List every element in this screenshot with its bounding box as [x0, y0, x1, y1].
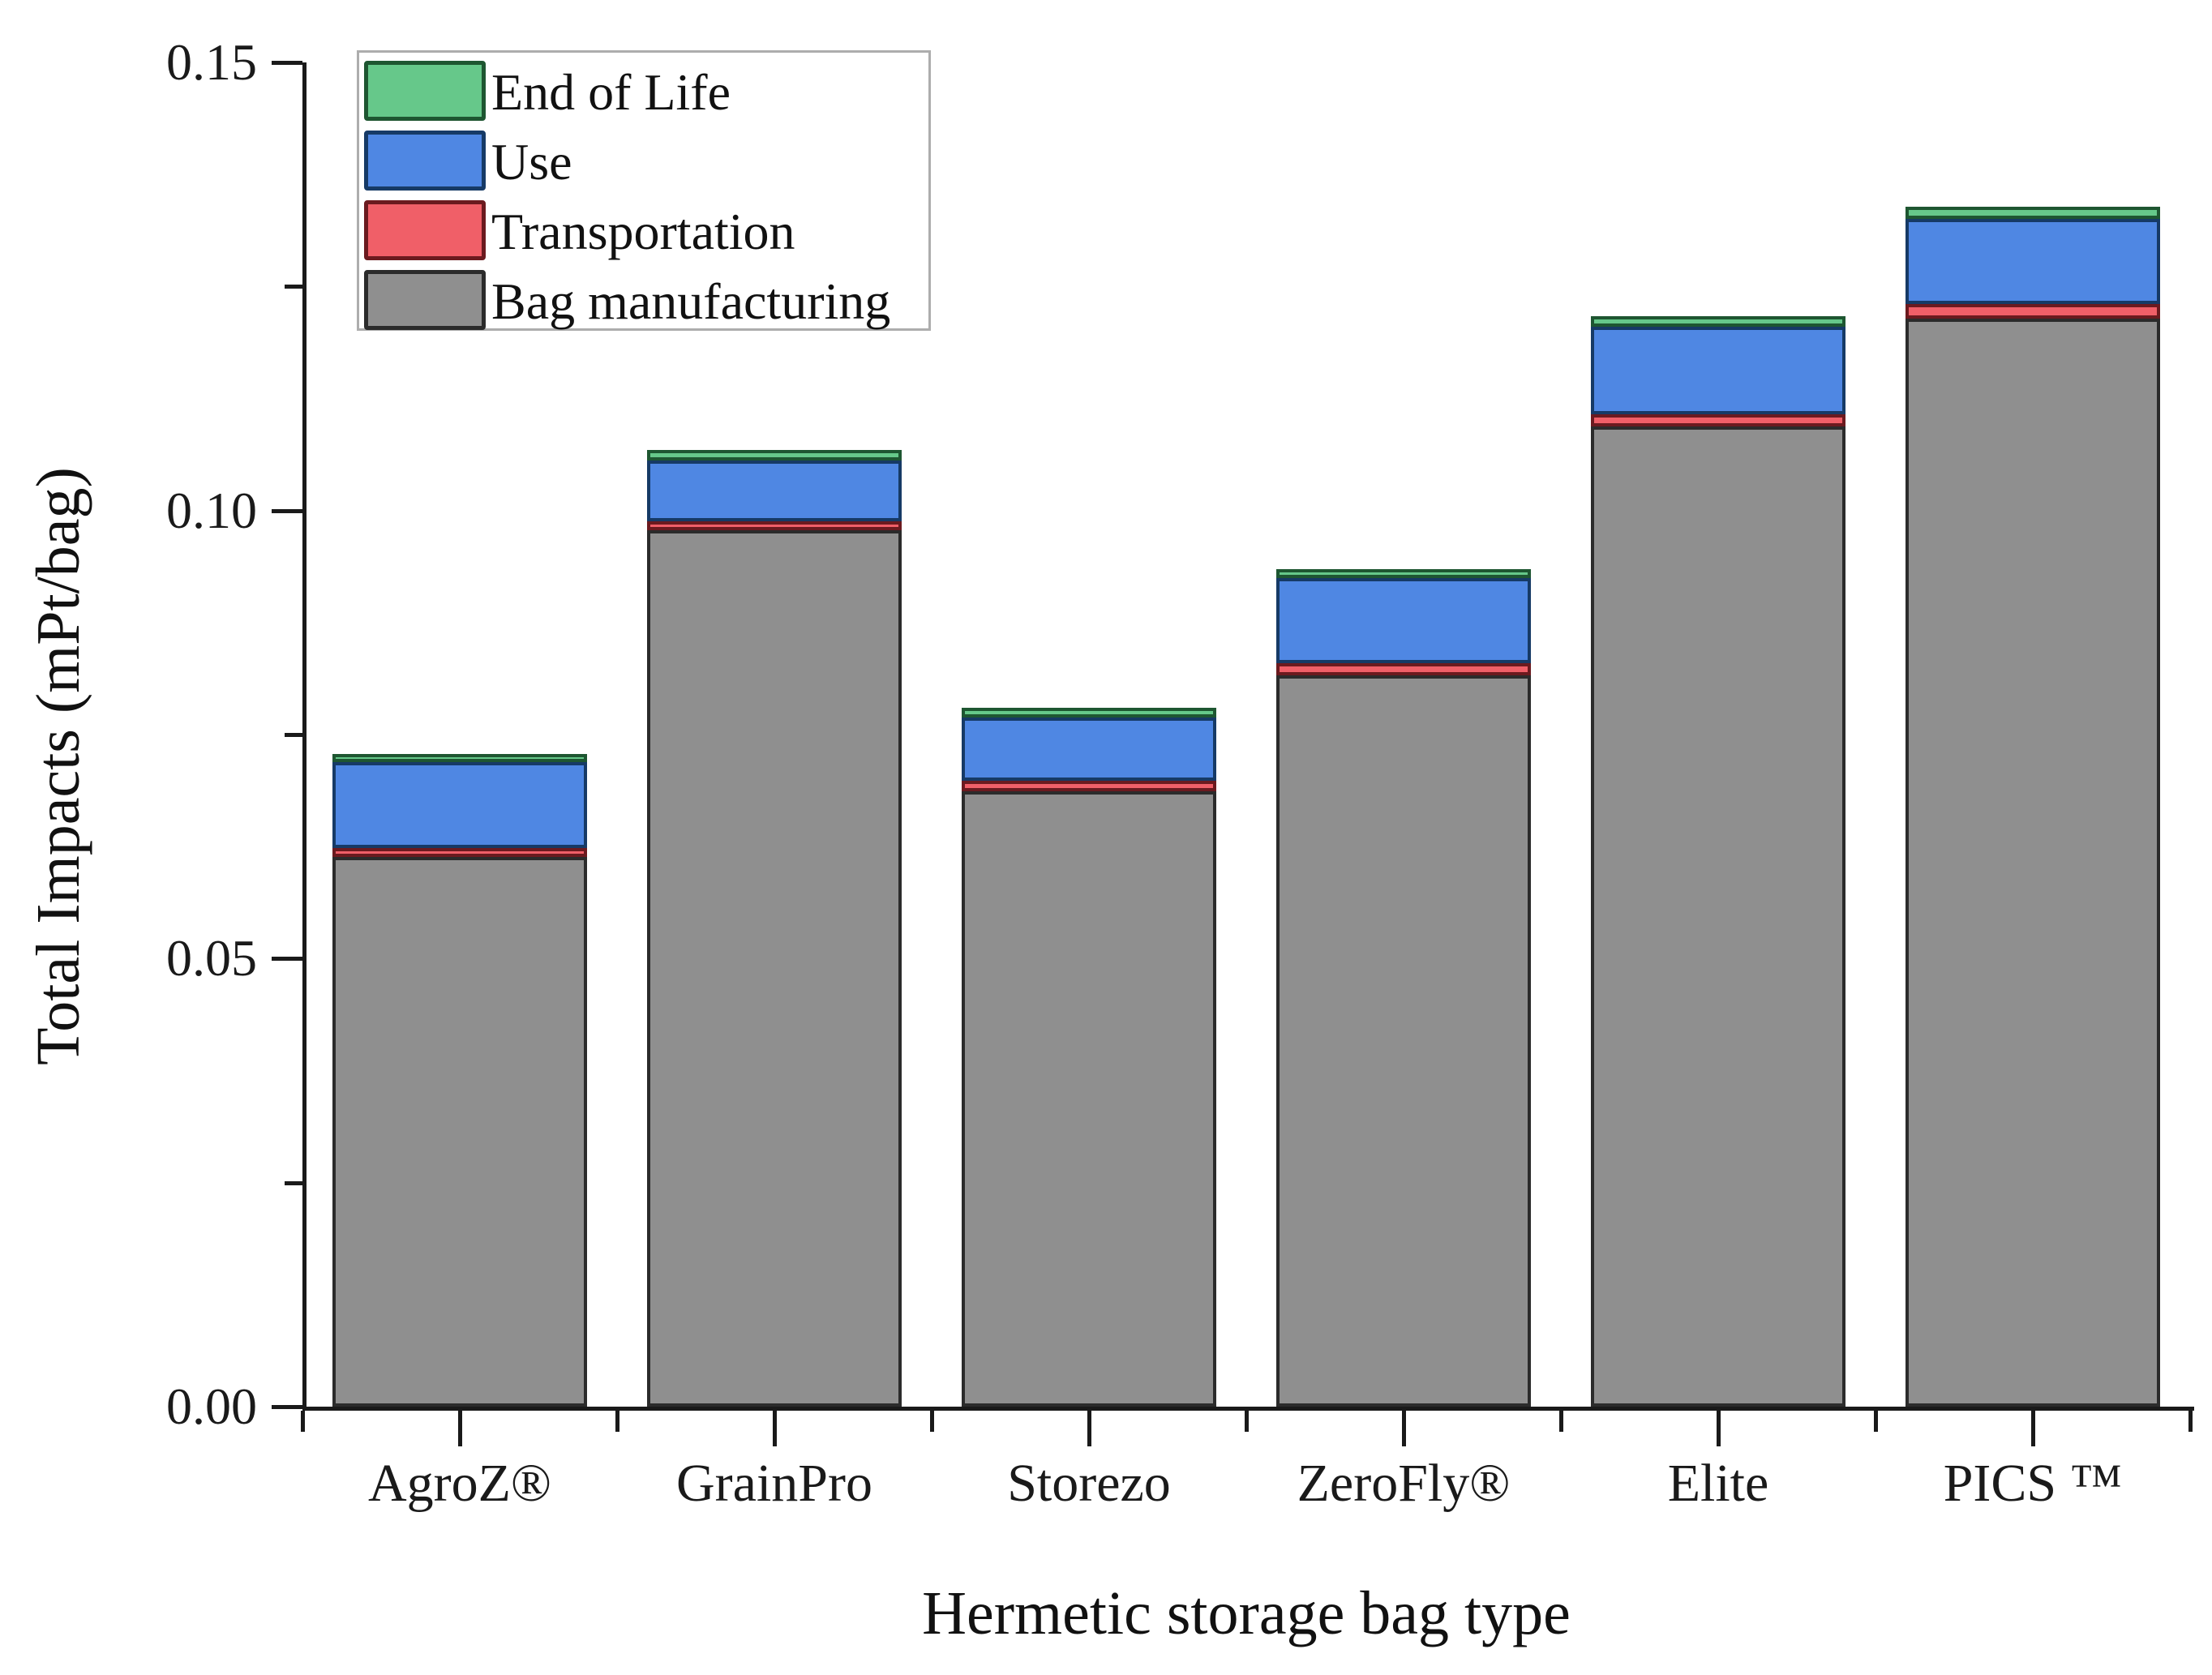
bar-segment: [1591, 414, 1845, 426]
x-minor-tick: [1559, 1411, 1563, 1432]
legend-swatch-icon: [364, 200, 486, 260]
bar-segment: [962, 717, 1216, 782]
y-minor-tick: [285, 733, 302, 737]
bar-segment: [1276, 662, 1531, 676]
x-category-label: PICS ™: [1943, 1454, 2123, 1513]
bar-segment: [1905, 304, 2160, 319]
bar-segment: [962, 781, 1216, 791]
bar-segment: [1591, 327, 1845, 415]
legend-label: Bag manufacturing: [491, 272, 891, 330]
x-axis-line: [302, 1407, 2194, 1411]
y-major-tick: [272, 61, 302, 65]
legend-row: Use: [359, 126, 928, 195]
y-major-tick: [272, 957, 302, 962]
x-major-tick: [1402, 1411, 1406, 1446]
x-major-tick: [1087, 1411, 1091, 1446]
y-axis-title: Total Impacts (mPt/bag): [24, 467, 92, 1065]
bar-segment: [1276, 568, 1531, 578]
x-minor-tick: [2188, 1411, 2193, 1432]
y-minor-tick: [285, 1180, 302, 1185]
bar-segment: [647, 529, 902, 1407]
x-category-label: GrainPro: [676, 1454, 872, 1513]
bar-segment: [332, 857, 587, 1407]
bar-segment: [647, 449, 902, 461]
legend-label: Use: [491, 133, 572, 191]
y-tick-label: 0.10: [166, 481, 257, 539]
bar-segment: [1905, 219, 2160, 305]
x-minor-tick: [1245, 1411, 1249, 1432]
x-category-label: Elite: [1667, 1454, 1769, 1513]
bar-segment: [647, 520, 902, 530]
bar-segment: [332, 762, 587, 849]
bar-segment: [332, 754, 587, 763]
x-category-label: AgroZ®: [367, 1454, 552, 1513]
x-axis-title: Hermetic storage bag type: [922, 1579, 1571, 1647]
bar-segment: [1591, 315, 1845, 328]
x-major-tick: [773, 1411, 777, 1446]
y-major-tick: [272, 508, 302, 513]
y-tick-label: 0.15: [166, 33, 257, 91]
x-minor-tick: [1874, 1411, 1878, 1432]
legend-row: Bag manufacturing: [359, 265, 928, 335]
legend-row: End of Life: [359, 56, 928, 126]
x-major-tick: [458, 1411, 462, 1446]
bar-segment: [1591, 426, 1845, 1407]
x-minor-tick: [930, 1411, 934, 1432]
legend-label: Transportation: [491, 203, 795, 260]
bar-segment: [1276, 577, 1531, 663]
bar-segment: [647, 460, 902, 521]
legend-swatch-icon: [364, 131, 486, 191]
bar-segment: [332, 848, 587, 858]
x-major-tick: [2031, 1411, 2035, 1446]
x-category-label: ZeroFly®: [1297, 1454, 1511, 1513]
legend-label: End of Life: [491, 63, 731, 121]
bar-segment: [962, 707, 1216, 718]
legend-row: Transportation: [359, 195, 928, 265]
legend-swatch-icon: [364, 270, 486, 330]
x-minor-tick: [615, 1411, 619, 1432]
y-axis-line: [302, 62, 307, 1411]
x-category-label: Storezo: [1007, 1454, 1171, 1513]
legend: End of Life Use Transportation Bag manufact…: [357, 50, 931, 331]
x-major-tick: [1717, 1411, 1721, 1446]
y-tick-label: 0.05: [166, 929, 257, 987]
x-minor-tick: [301, 1411, 305, 1432]
y-major-tick: [272, 1405, 302, 1409]
legend-swatch-icon: [364, 61, 486, 121]
bar-segment: [962, 790, 1216, 1407]
bar-segment: [1276, 675, 1531, 1407]
y-tick-label: 0.00: [166, 1377, 257, 1435]
bar-segment: [1905, 206, 2160, 220]
bar-segment: [1905, 319, 2160, 1407]
y-minor-tick: [285, 285, 302, 289]
